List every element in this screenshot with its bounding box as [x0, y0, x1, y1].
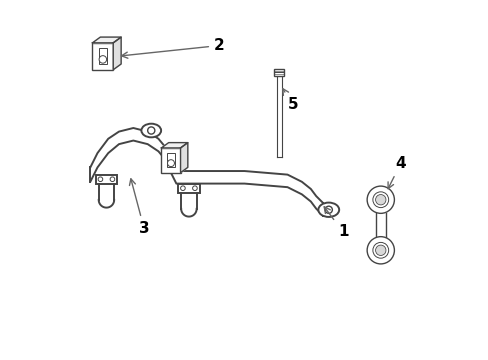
Text: 3: 3	[129, 179, 149, 236]
Bar	[274, 69, 284, 76]
Polygon shape	[161, 143, 187, 148]
Circle shape	[375, 245, 385, 256]
Circle shape	[110, 177, 115, 181]
Polygon shape	[92, 37, 121, 43]
Bar	[99, 49, 106, 64]
Bar	[178, 184, 199, 193]
Bar	[167, 153, 174, 167]
Circle shape	[372, 242, 388, 258]
Circle shape	[98, 177, 102, 181]
Text: 5: 5	[282, 89, 298, 112]
Circle shape	[99, 56, 106, 63]
Circle shape	[180, 186, 185, 190]
Circle shape	[372, 192, 388, 208]
Text: 2: 2	[121, 38, 224, 58]
Text: 1: 1	[324, 207, 347, 239]
Circle shape	[366, 186, 394, 213]
Polygon shape	[180, 143, 187, 173]
Ellipse shape	[141, 124, 161, 137]
Circle shape	[167, 160, 174, 167]
Bar	[92, 43, 113, 70]
Circle shape	[366, 237, 394, 264]
Circle shape	[192, 186, 197, 190]
Polygon shape	[113, 37, 121, 70]
Circle shape	[147, 127, 155, 134]
Text: 4: 4	[387, 156, 405, 189]
Circle shape	[325, 206, 332, 213]
Bar	[96, 175, 117, 184]
Ellipse shape	[318, 203, 339, 217]
Bar	[161, 148, 180, 173]
Circle shape	[375, 194, 385, 205]
